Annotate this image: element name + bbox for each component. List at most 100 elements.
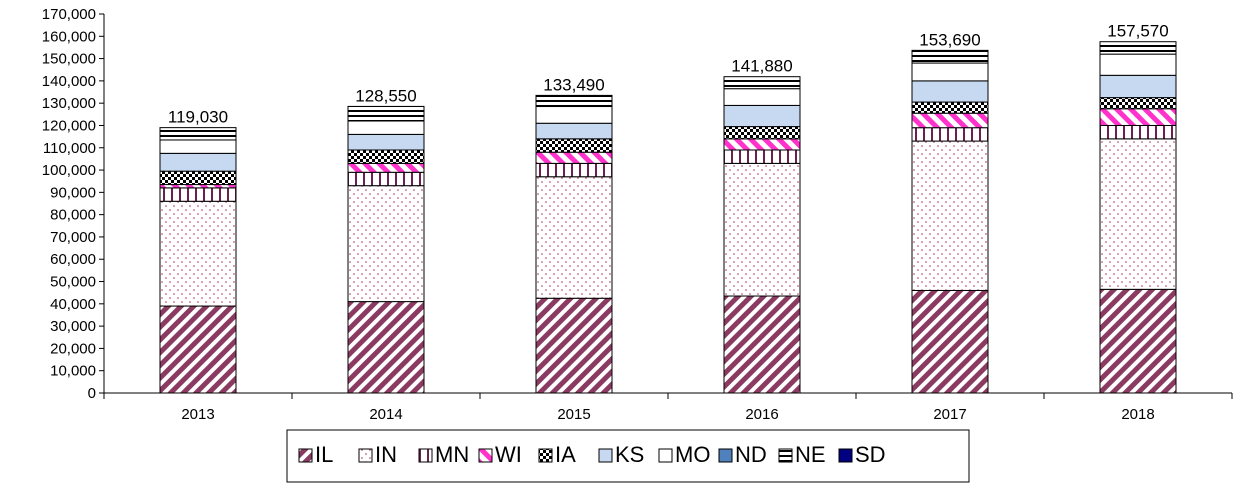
legend-label-il: IL <box>315 442 333 467</box>
legend-swatch-nd <box>718 448 733 463</box>
legend-label-wi: WI <box>495 442 522 467</box>
y-tick-label: 120,000 <box>42 117 96 134</box>
bar-segment-il-2018 <box>1099 288 1177 394</box>
y-tick-label: 50,000 <box>50 274 96 291</box>
bar-segment-ia-2018 <box>1099 97 1177 110</box>
bar-segment-il-2016 <box>723 295 801 394</box>
y-tick-label: 80,000 <box>50 207 96 224</box>
bar-segment-mn-2018 <box>1099 124 1177 140</box>
total-data-label: 157,570 <box>1107 22 1168 41</box>
bar-segment-il-2017 <box>911 289 989 394</box>
y-tick-label: 140,000 <box>42 73 96 90</box>
bar-segment-ks-2014 <box>347 133 425 151</box>
bar-segment-mo-2016 <box>723 88 801 106</box>
bar-segment-il-2014 <box>347 301 425 394</box>
total-data-label: 119,030 <box>168 108 228 127</box>
bar-segment-in-2016 <box>723 162 801 297</box>
legend-box <box>286 429 970 483</box>
bar-segment-ne-2017 <box>911 49 989 64</box>
x-tick-label: 2017 <box>933 406 966 423</box>
legend-swatch-mo <box>658 448 673 463</box>
x-tick-label: 2013 <box>181 406 214 423</box>
legend-swatch-ia <box>538 448 553 463</box>
y-tick-label: 10,000 <box>50 363 96 380</box>
bar-segment-wi-2017 <box>911 112 989 129</box>
x-tick-label: 2015 <box>557 406 590 423</box>
legend-swatch-ks <box>598 448 613 463</box>
bar-segment-mo-2013 <box>159 139 237 154</box>
bar-segment-mn-2013 <box>159 187 237 202</box>
bar-segment-ne-2013 <box>159 127 237 141</box>
legend-label-ks: KS <box>615 442 644 467</box>
legend-label-mn: MN <box>435 442 469 467</box>
legend-label-nd: ND <box>735 442 767 467</box>
legend-label-mo: MO <box>675 442 710 467</box>
bar-segment-wi-2014 <box>347 162 425 173</box>
legend-swatch-wi <box>478 448 493 463</box>
bar-segment-il-2013 <box>159 305 237 394</box>
bar-segment-in-2014 <box>347 185 425 303</box>
bar-segment-wi-2013 <box>159 184 237 189</box>
bar-segment-in-2015 <box>535 176 613 299</box>
bar-segment-ks-2017 <box>911 80 989 103</box>
bar-segment-mo-2014 <box>347 120 425 135</box>
x-tick-label: 2018 <box>1121 406 1154 423</box>
y-tick-label: 110,000 <box>43 140 96 157</box>
legend-label-in: IN <box>375 442 397 467</box>
y-tick-label: 90,000 <box>50 184 96 201</box>
total-data-label: 128,550 <box>355 86 416 105</box>
y-tick-label: 160,000 <box>42 28 96 45</box>
bar-segment-ia-2013 <box>159 170 237 186</box>
bar-segment-ne-2014 <box>347 105 425 122</box>
total-data-label: 141,880 <box>731 57 792 76</box>
legend-label-sd: SD <box>855 442 886 467</box>
bar-segment-in-2013 <box>159 200 237 307</box>
bar-segment-ne-2018 <box>1099 41 1177 55</box>
bar-segment-ia-2016 <box>723 126 801 140</box>
bar-segment-mn-2015 <box>535 162 613 178</box>
y-tick-label: 60,000 <box>50 251 96 268</box>
y-tick-label: 130,000 <box>42 95 96 112</box>
bar-segment-ks-2016 <box>723 104 801 128</box>
bar-segment-ks-2015 <box>535 122 613 140</box>
bar-segment-mn-2014 <box>347 171 425 187</box>
y-tick-label: 20,000 <box>50 340 96 357</box>
bar-segment-mo-2015 <box>535 106 613 124</box>
bar-segment-ia-2015 <box>535 138 613 153</box>
bar-segment-in-2018 <box>1099 138 1177 290</box>
bar-segment-ne-2015 <box>535 94 613 108</box>
legend-swatch-in <box>358 448 373 463</box>
bar-segment-mn-2016 <box>723 149 801 164</box>
x-tick-label: 2016 <box>745 406 778 423</box>
x-tick-label: 2014 <box>369 406 402 423</box>
bar-segment-mn-2017 <box>911 127 989 142</box>
total-data-label: 153,690 <box>919 30 980 49</box>
total-data-label: 133,490 <box>543 75 604 94</box>
bar-segment-wi-2015 <box>535 151 613 164</box>
legend-swatch-sd <box>838 448 853 463</box>
bar-segment-il-2015 <box>535 297 613 394</box>
y-tick-label: 40,000 <box>50 296 96 313</box>
legend-swatch-mn <box>418 448 433 463</box>
bar-segment-mo-2017 <box>911 62 989 82</box>
y-tick-label: 170,000 <box>42 6 96 23</box>
bar-segment-wi-2016 <box>723 138 801 151</box>
bar-segment-ia-2014 <box>347 149 425 164</box>
y-tick-label: 150,000 <box>42 51 96 68</box>
bar-segment-wi-2018 <box>1099 108 1177 126</box>
legend-swatch-il <box>298 448 313 463</box>
y-tick-label: 0 <box>88 385 96 402</box>
bar-segment-ia-2017 <box>911 101 989 114</box>
bar-segment-in-2017 <box>911 140 989 291</box>
y-tick-label: 70,000 <box>50 229 96 246</box>
legend-label-ia: IA <box>555 442 576 467</box>
bar-segment-mo-2018 <box>1099 53 1177 76</box>
y-tick-label: 100,000 <box>42 162 96 179</box>
bar-segment-ne-2016 <box>723 76 801 90</box>
legend-label-ne: NE <box>795 442 826 467</box>
bar-segment-ks-2018 <box>1099 74 1177 99</box>
y-tick-label: 30,000 <box>50 318 96 335</box>
bar-segment-ks-2013 <box>159 152 237 172</box>
